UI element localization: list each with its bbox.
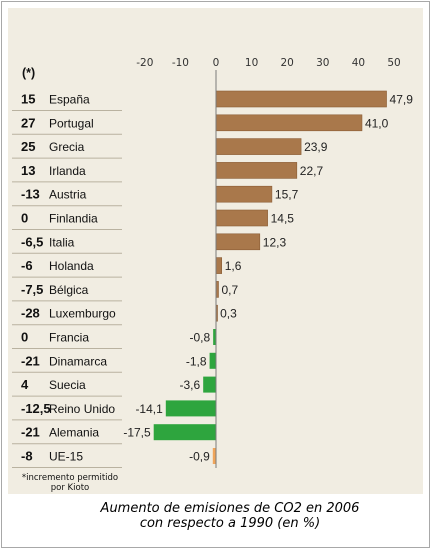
x-axis-ticks: -20 -10 0 10 20 30 40 50 [136, 57, 400, 69]
data-label: -14,1 [135, 402, 163, 416]
bar [215, 185, 273, 203]
country-label: Holanda [49, 259, 94, 273]
x-tick-label: 10 [245, 57, 258, 69]
chart-row: 0 Francia -0,8 [12, 329, 216, 349]
chart-row: -7,5 Bélgica 0,7 [12, 281, 238, 302]
kyoto-allowed-value: 13 [21, 163, 35, 178]
x-tick-label: 40 [352, 57, 365, 69]
chart-row: 15 España 47,9 [12, 90, 414, 111]
x-tick-label: -10 [172, 57, 189, 69]
data-label: 0,3 [220, 307, 237, 321]
country-label: UE-15 [49, 450, 83, 464]
kyoto-allowed-value: 4 [21, 377, 29, 392]
chart-row: -6,5 Italia 12,3 [12, 233, 287, 254]
data-label: 12,3 [263, 235, 287, 249]
country-label: Finlandia [49, 212, 98, 226]
chart-title-line-2: con respecto a 1990 (en %) [139, 516, 321, 531]
x-tick-label: 20 [281, 57, 294, 69]
bar [203, 376, 216, 393]
chart-title: Aumento de emisiones de CO2 en 2006 con … [60, 501, 400, 531]
kyoto-allowed-value: 25 [21, 139, 35, 154]
chart-row: 25 Grecia 23,9 [12, 138, 328, 159]
data-label: 23,9 [304, 140, 328, 154]
chart-row: -8 UE-15 -0,9 [12, 448, 216, 468]
x-tick-label: -20 [136, 57, 153, 69]
country-label: Reino Unido [49, 402, 115, 416]
chart-title-line-1: Aumento de emisiones de CO2 en 2006 [100, 501, 360, 516]
data-label: 0,7 [221, 283, 238, 297]
data-label: -3,6 [179, 378, 200, 392]
chart-row: -21 Dinamarca -1,8 [12, 352, 216, 373]
chart-row: -21 Alemania -17,5 [12, 424, 216, 445]
chart-row: 27 Portugal 41,0 [12, 114, 389, 135]
country-label: Irlanda [49, 164, 86, 178]
kyoto-allowed-value: -6 [21, 258, 33, 273]
kyoto-allowed-value: 27 [21, 115, 35, 130]
country-label: Austria [49, 188, 87, 202]
country-label: España [49, 93, 90, 107]
data-label: -0,9 [189, 450, 210, 464]
data-label: 47,9 [390, 93, 414, 107]
chart-row: -6 Holanda 1,6 [12, 257, 242, 278]
footnote: *incremento permitido por Kioto [20, 473, 120, 493]
kyoto-allowed-value: -28 [21, 306, 40, 321]
data-label: 41,0 [365, 116, 389, 130]
x-tick-label: 0 [213, 57, 220, 69]
bar [215, 114, 363, 132]
chart-row: 4 Suecia -3,6 [12, 376, 216, 397]
bar [215, 90, 387, 108]
bar [153, 424, 216, 441]
bar [215, 257, 222, 274]
chart-row: -28 Luxemburgo 0,3 [12, 304, 237, 326]
kyoto-allowed-value: -12,5 [21, 401, 51, 416]
country-label: Italia [49, 235, 75, 249]
data-label: 1,6 [225, 259, 242, 273]
kyoto-allowed-value: 0 [21, 330, 28, 345]
data-label: -1,8 [186, 354, 207, 368]
data-label: -17,5 [123, 426, 151, 440]
chart-row: 13 Irlanda 22,7 [12, 162, 324, 183]
data-label: 15,7 [275, 188, 299, 202]
kyoto-allowed-value: -13 [21, 187, 40, 202]
kyoto-allowed-value: -8 [21, 449, 33, 464]
chart-row: -13 Austria 15,7 [12, 185, 299, 207]
footnote-line-1: *incremento permitido [21, 473, 119, 483]
bar [213, 329, 216, 345]
kyoto-column-header: (*) [22, 66, 35, 80]
bar [215, 162, 298, 179]
data-label: -0,8 [189, 331, 210, 345]
footnote-line-2: por Kioto [50, 483, 90, 493]
data-label: 22,7 [300, 164, 324, 178]
kyoto-allowed-value: 0 [21, 211, 28, 226]
country-label: Bélgica [49, 283, 89, 297]
bar [209, 352, 216, 369]
chart-row: 0 Finlandia 14,5 [12, 209, 295, 230]
kyoto-allowed-value: -21 [21, 425, 40, 440]
country-label: Luxemburgo [49, 307, 116, 321]
x-tick-label: 30 [316, 57, 329, 69]
bar [215, 138, 302, 155]
kyoto-allowed-value: -21 [21, 353, 40, 368]
kyoto-allowed-value: 15 [21, 92, 35, 107]
bar [215, 209, 268, 227]
country-label: Francia [49, 331, 89, 345]
country-label: Grecia [49, 140, 85, 154]
x-tick-label: 50 [387, 57, 400, 69]
bar [215, 233, 261, 251]
country-label: Suecia [49, 378, 86, 392]
country-label: Dinamarca [49, 354, 107, 368]
data-label: 14,5 [271, 212, 295, 226]
chart-rows: 15 España 47,9 27 Portugal 41,0 25 Grecia 23,9 13… [12, 70, 413, 468]
bar [165, 400, 216, 417]
bar [212, 448, 216, 464]
country-label: Alemania [49, 426, 99, 440]
kyoto-allowed-value: -6,5 [21, 234, 43, 249]
kyoto-allowed-value: -7,5 [21, 282, 43, 297]
country-label: Portugal [49, 116, 94, 130]
